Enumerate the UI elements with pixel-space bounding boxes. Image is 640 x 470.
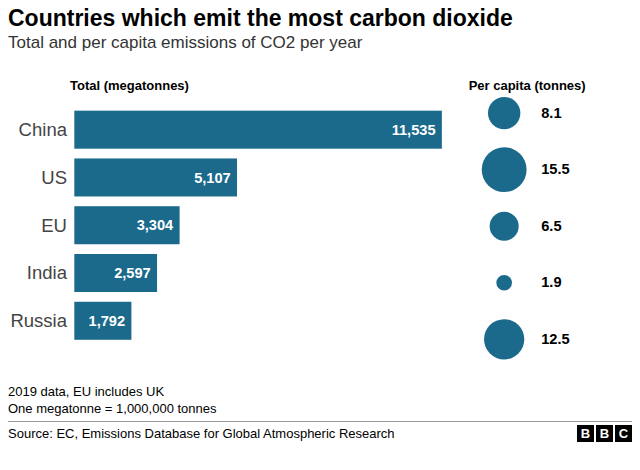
svg-text:8.1: 8.1: [541, 105, 561, 121]
svg-text:Russia: Russia: [10, 310, 67, 331]
svg-text:US: US: [41, 167, 67, 188]
html-text:2019 data, EU includes UK: 2019 data, EU includes UK: [8, 384, 165, 400]
html-text:C: C: [618, 426, 629, 442]
html-text:B: B: [580, 426, 591, 442]
svg-text:EU: EU: [41, 215, 67, 236]
svg-text:India: India: [27, 262, 68, 283]
html-text:Total (megatonnes): Total (megatonnes): [70, 78, 189, 93]
svg-text:5,107: 5,107: [194, 170, 231, 186]
svg-text:11,535: 11,535: [392, 122, 436, 138]
svg-text:3,304: 3,304: [137, 217, 174, 233]
svg-text:12.5: 12.5: [541, 331, 569, 347]
svg-text:China: China: [19, 119, 68, 140]
html-text:One megatonne = 1,000,000 tonn: One megatonne = 1,000,000 tonnes: [8, 401, 217, 417]
html-text:Source: EC, Emissions Database: Source: EC, Emissions Database for Globa…: [8, 426, 395, 442]
svg-text:1,792: 1,792: [89, 313, 126, 329]
html-text:Per capita (tonnes): Per capita (tonnes): [468, 78, 586, 93]
svg-text:2,597: 2,597: [114, 265, 151, 281]
svg-text:15.5: 15.5: [541, 161, 569, 177]
svg-text:6.5: 6.5: [541, 218, 561, 234]
html-text:Countries which emit the most: Countries which emit the most carbon dio…: [8, 5, 513, 31]
svg-text:1.9: 1.9: [541, 274, 561, 290]
html-text:Total and per capita emissions: Total and per capita emissions of CO2 pe…: [8, 33, 363, 52]
html-text:B: B: [599, 426, 610, 442]
